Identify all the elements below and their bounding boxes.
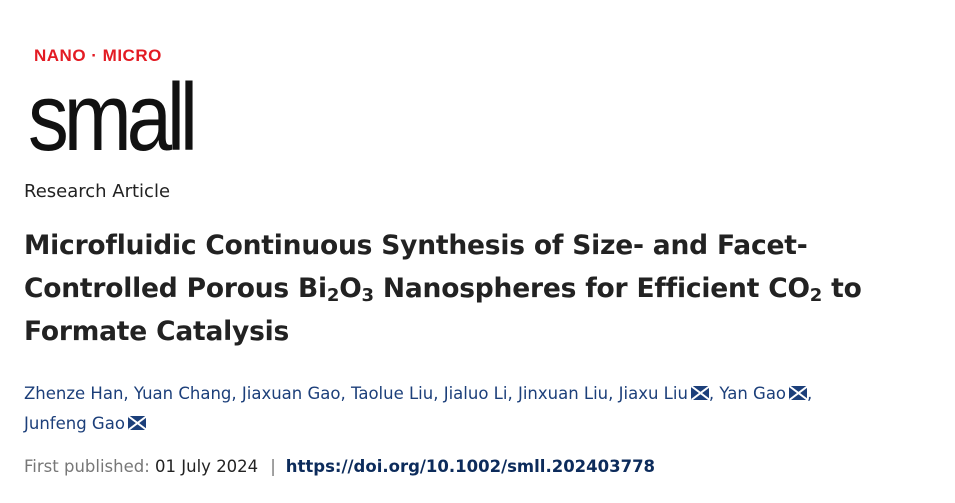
subscript: 3 [361,285,375,306]
author-link[interactable]: Taolue Liu [350,384,434,403]
author-link[interactable]: Jinxuan Liu [517,384,609,403]
article-title: Microfluidic Continuous Synthesis of Siz… [24,224,944,353]
envelope-icon[interactable] [690,386,709,400]
author-link[interactable]: Jiaxu Liu [618,384,688,403]
logo-nano-micro-text: NANO · MICRO [34,46,162,65]
separator: | [270,457,276,476]
title-line-3: Formate Catalysis [24,316,290,347]
doi-link[interactable]: https://doi.org/10.1002/smll.202403778 [285,457,656,476]
author-link[interactable]: Jiaxuan Gao [241,384,341,403]
journal-logo: NANO · MICRO small [28,38,228,168]
publication-date: 01 July 2024 [155,457,259,476]
author-link[interactable]: Yan Gao [719,384,787,403]
subscript: 2 [326,285,340,306]
author-link[interactable]: Junfeng Gao [24,414,125,433]
author-list: Zhenze Han, Yuan Chang, Jiaxuan Gao, Tao… [24,384,813,433]
author-link[interactable]: Jialuo Li [443,384,508,403]
logo-small-text: small [28,64,198,171]
subscript: 2 [809,285,823,306]
title-text: Controlled Porous Bi [24,273,327,304]
title-line-1: Microfluidic Continuous Synthesis of Siz… [24,230,808,261]
envelope-icon[interactable] [789,386,808,400]
first-published-label: First published: [24,457,150,476]
envelope-icon[interactable] [127,416,146,430]
author-link[interactable]: Yuan Chang [133,384,232,403]
title-text: O [339,273,362,304]
article-type: Research Article [24,181,171,202]
author-link[interactable]: Zhenze Han [24,384,124,403]
title-text: Nanospheres for Efficient CO [373,273,810,304]
title-text: to [822,273,862,304]
publication-info: First published: 01 July 2024 | https://do… [24,457,655,476]
